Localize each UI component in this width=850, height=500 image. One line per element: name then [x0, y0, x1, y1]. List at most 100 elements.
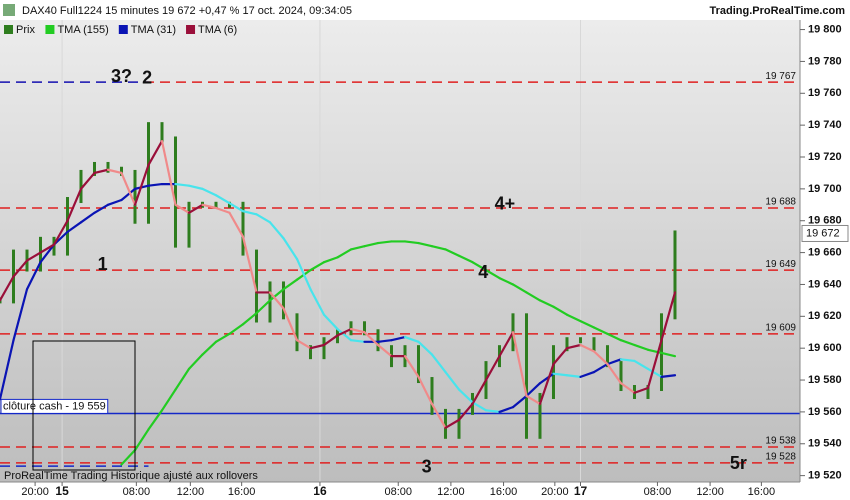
annotation: 4+	[495, 194, 516, 214]
x-tick-label: 12:00	[696, 486, 724, 498]
indicator-segment	[376, 339, 393, 343]
footer: ProRealTime Trading Historique ajusté au…	[4, 470, 258, 482]
indicator-segment	[606, 358, 623, 366]
indicator-segment	[430, 353, 447, 374]
x-tick-label: 20:00	[541, 486, 569, 498]
indicator-segment	[133, 163, 150, 206]
legend: Prix TMA (155) TMA (31) TMA (6)	[4, 24, 237, 36]
price-bar	[106, 161, 110, 173]
indicator-segment	[39, 243, 56, 254]
indicator-segment	[66, 187, 83, 222]
indicator-segment	[511, 394, 528, 409]
indicator-segment	[228, 211, 245, 238]
indicator-segment	[592, 326, 609, 335]
indicator-segment	[106, 198, 123, 206]
y-tick-label: 19 780	[808, 55, 842, 67]
indicator-segment	[525, 394, 542, 406]
indicator-segment	[619, 339, 636, 347]
y-tick-label: 19 720	[808, 151, 842, 163]
indicator-segment	[282, 237, 299, 261]
x-tick-label: 16:00	[490, 486, 518, 498]
indicator-segment	[187, 184, 204, 190]
current-price-label: 19 672	[806, 227, 840, 239]
indicator-segment	[457, 388, 474, 404]
price-bar	[430, 377, 434, 415]
price-bar	[673, 230, 677, 320]
level-label: 19 688	[765, 197, 796, 208]
legend-swatch	[45, 25, 55, 34]
price-bar	[268, 281, 272, 323]
price-bar	[416, 345, 420, 384]
price-bar	[592, 337, 596, 352]
indicator-segment	[430, 245, 447, 251]
indicator-segment	[376, 240, 393, 245]
close-label-box	[0, 398, 109, 414]
indicator-segment	[660, 291, 677, 342]
x-tick-label: 16:00	[748, 486, 776, 498]
price-bar	[92, 161, 96, 176]
indicator-segment	[66, 221, 83, 233]
annotation: 5r	[730, 453, 747, 473]
y-tick-label: 19 540	[808, 438, 842, 450]
indicator-segment	[93, 168, 110, 175]
price-bar	[241, 201, 245, 256]
legend-label: TMA (155)	[57, 24, 108, 36]
indicator-segment	[160, 388, 177, 412]
y-tick-label: 19 760	[808, 87, 842, 99]
indicator-segment	[457, 402, 474, 421]
price-bar	[362, 321, 366, 336]
indicator-segment	[349, 245, 366, 251]
indicator-segment	[565, 313, 582, 323]
level-label: 19 767	[765, 71, 796, 82]
indicator-segment	[25, 261, 42, 291]
indicator-segment	[174, 182, 191, 187]
price-bar	[538, 392, 542, 439]
indicator-segment	[633, 359, 650, 370]
indicator-segment	[511, 331, 528, 398]
y-tick-label: 19 560	[808, 406, 842, 418]
price-bar	[133, 169, 137, 224]
indicator-segment	[228, 202, 245, 213]
indicator-segment	[525, 382, 542, 398]
indicator-segment	[484, 409, 501, 414]
price-bar	[578, 337, 582, 344]
indicator-segment	[349, 327, 366, 334]
indicator-segment	[444, 248, 461, 257]
annotation: 3	[422, 456, 432, 476]
price-bar	[565, 337, 569, 352]
indicator-segment	[241, 210, 258, 216]
indicator-segment	[106, 168, 123, 175]
price-bar	[187, 201, 191, 248]
x-tick-label: 17	[574, 484, 588, 498]
price-bar	[322, 337, 326, 360]
indicator-segment	[268, 221, 285, 240]
x-tick-label: 12:00	[437, 486, 465, 498]
indicator-segment	[309, 343, 326, 350]
indicator-segment	[417, 241, 434, 248]
price-bar	[227, 201, 231, 208]
indicator-segment	[336, 248, 353, 259]
y-tick-label: 19 680	[808, 215, 842, 227]
indicator-segment	[619, 358, 636, 363]
y-tick-label: 19 620	[808, 310, 842, 322]
indicator-segment	[187, 353, 204, 370]
indicator-segment	[403, 355, 420, 378]
price-bar	[254, 249, 258, 323]
annotation: 4	[478, 262, 488, 282]
indicator-segment	[79, 211, 96, 224]
price-bar	[79, 169, 83, 204]
price-bar	[457, 408, 461, 439]
indicator-segment	[322, 313, 339, 331]
indicator-segment	[12, 259, 29, 278]
indicator-segment	[39, 243, 56, 264]
indicator-segment	[52, 219, 69, 246]
indicator-segment	[282, 307, 299, 342]
indicator-segment	[538, 299, 555, 308]
indicator-segment	[498, 276, 515, 286]
indicator-segment	[646, 339, 663, 390]
indicator-segment	[120, 187, 137, 202]
indicator-segment	[79, 171, 96, 190]
y-tick-label: 19 640	[808, 278, 842, 290]
price-bar	[619, 361, 623, 392]
